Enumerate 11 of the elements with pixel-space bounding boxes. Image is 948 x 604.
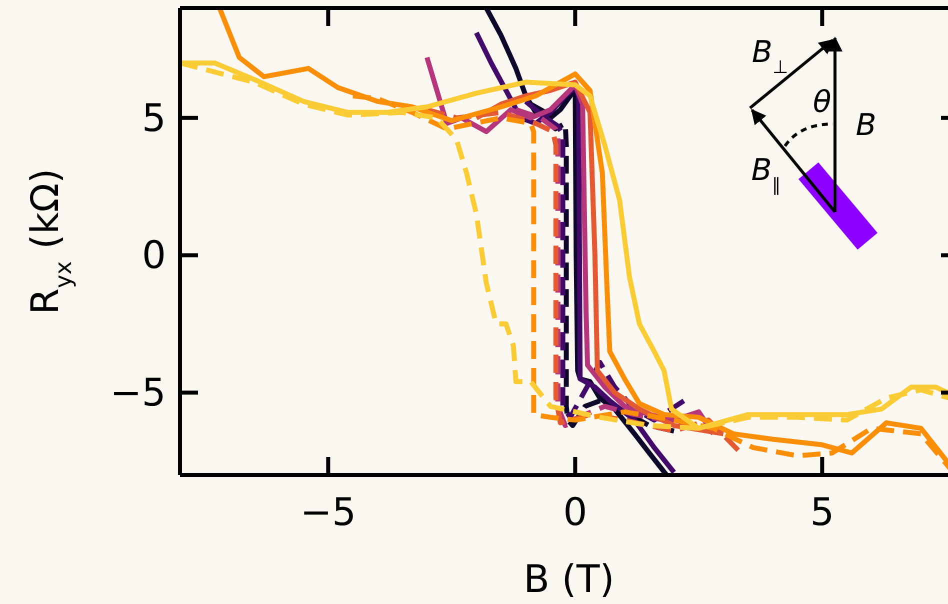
x-tick-label: 5 [810,490,834,534]
annotation: B [856,108,876,143]
annotation: θ [812,85,832,120]
y-tick-label: 5 [142,96,166,140]
annotation: B$_{⊥}$ [752,35,788,78]
x-tick-label: 0 [563,490,588,534]
y-tick-label: 0 [142,233,166,278]
annotation: B$_{∥}$ [751,153,781,196]
y-tick-label: −5 [110,370,166,415]
x-tick-label: −5 [300,490,356,534]
x-axis-title: B (T) [523,557,615,601]
